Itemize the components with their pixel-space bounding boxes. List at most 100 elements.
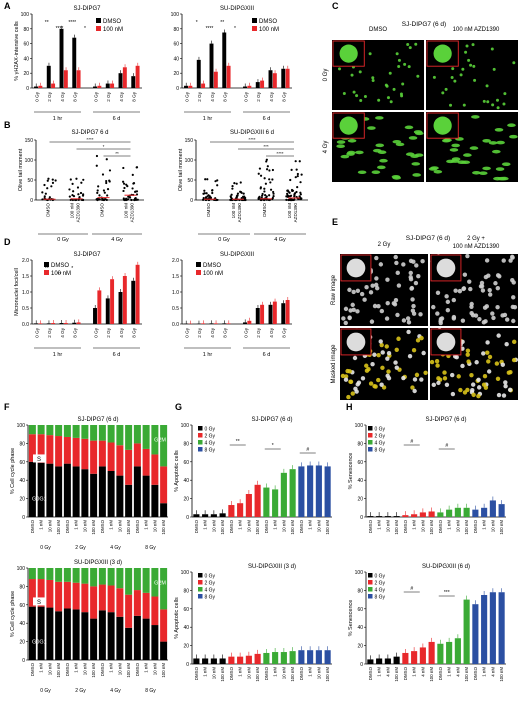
x-tick-label: 100 nM (220, 520, 225, 535)
data-point (98, 194, 101, 197)
cell (395, 52, 399, 56)
data-point (128, 196, 132, 199)
cell (407, 353, 413, 359)
cell (435, 311, 440, 316)
legend-label: 2 Gy (205, 581, 216, 587)
cell (451, 67, 455, 71)
cell (410, 297, 415, 302)
x-tick-label: 8 Gy (282, 91, 287, 101)
bar-g2m (160, 568, 168, 610)
cell (478, 171, 488, 175)
cell (376, 304, 381, 309)
group-label: 6 d (113, 352, 121, 358)
cell (467, 58, 471, 62)
y-tick-label: 100 (21, 12, 30, 18)
cell (414, 42, 418, 46)
x-tick-label: 100 nM (325, 520, 330, 535)
bar-treated (63, 323, 68, 324)
data-point (289, 178, 292, 182)
y-tick-label: 60 (19, 460, 25, 466)
cell (414, 372, 420, 378)
bar-g0g1 (55, 466, 63, 517)
bar-s (116, 445, 124, 476)
cell (460, 318, 466, 323)
legend-label: 100 nM (259, 27, 279, 33)
data-point (131, 173, 134, 176)
data-point (127, 195, 130, 198)
cell (463, 153, 472, 157)
cell (441, 91, 445, 95)
bar-g2m (98, 425, 106, 441)
cell (479, 283, 485, 289)
y-tick-label: 100 (17, 566, 26, 572)
cell (392, 176, 402, 180)
y-tick-label: 20 (183, 644, 189, 650)
x-tick-label: 1 nM (377, 520, 382, 530)
bar-treated (201, 323, 206, 324)
cell (496, 106, 500, 110)
bar-s (90, 440, 98, 474)
bar-4-gy (280, 472, 287, 517)
cell (465, 348, 471, 353)
bar-s (98, 440, 106, 467)
bar-g0g1 (37, 606, 45, 660)
bar-g2m (151, 568, 159, 597)
bar-treated (260, 304, 265, 324)
data-point (230, 193, 233, 196)
y-tick-label: 20 (183, 497, 189, 503)
cell (371, 79, 375, 83)
cell (409, 286, 414, 291)
cell (346, 394, 351, 400)
legend-label: 2 Gy (375, 434, 386, 440)
cell (512, 339, 517, 345)
x-tick-label: 1 nM (203, 520, 208, 530)
legend-label: 8 Gy (205, 595, 216, 601)
x-tick-label: 10 nM (152, 520, 157, 533)
inset-cell (436, 258, 456, 278)
data-point (43, 195, 46, 198)
x-tick-label: DMSO (100, 519, 105, 533)
x-tick-label: 100 nM (126, 520, 131, 535)
cell (493, 281, 498, 286)
data-point (126, 198, 130, 201)
bar-dmso (222, 323, 227, 324)
cell (392, 87, 396, 91)
data-point (263, 190, 266, 193)
cell (343, 377, 349, 382)
cell (495, 305, 500, 310)
bar-s (125, 449, 133, 485)
x-tick-label: AZD1390 (130, 203, 135, 223)
cell (506, 370, 512, 375)
bar-s (81, 583, 89, 613)
legend-swatch (368, 587, 373, 592)
y-tick-label: 1.5 (22, 274, 29, 280)
panel-letter-D: D (4, 237, 11, 247)
cell (408, 270, 413, 276)
cell (421, 350, 426, 356)
data-point (95, 154, 99, 158)
cell (483, 385, 489, 390)
cell (488, 141, 498, 145)
bar-g0g1 (72, 609, 80, 660)
data-point (105, 198, 108, 202)
x-tick-label: 8 Gy (282, 327, 287, 337)
x-tick-label: 4 nM (490, 667, 495, 677)
cell (347, 138, 357, 143)
cell (386, 369, 391, 374)
cell (410, 308, 416, 313)
x-tick-label: 2 Gy (106, 327, 111, 337)
cell (404, 125, 414, 130)
x-tick-label: DMSO (65, 519, 70, 533)
cell (374, 276, 379, 281)
bar-treated (97, 290, 102, 324)
cell (395, 312, 400, 318)
image-title: SJ-DIPG7 (6 d) (406, 235, 450, 242)
panel-letter-H: H (346, 402, 353, 412)
col-label: 100 nM AZD1390 (453, 27, 500, 33)
x-tick-label: 1 nM (447, 520, 452, 530)
data-point (258, 167, 262, 170)
x-tick-label: AZD1390 (237, 203, 242, 223)
significance-mark: * (234, 26, 236, 32)
bar-g0g1 (107, 612, 115, 660)
data-point (296, 175, 299, 178)
